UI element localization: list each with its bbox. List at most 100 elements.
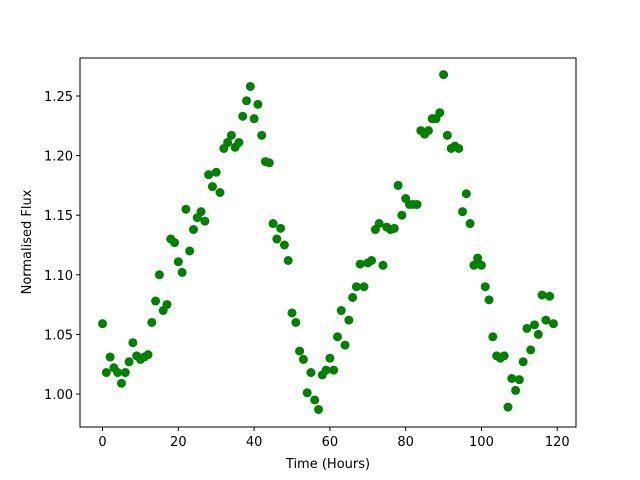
point	[499, 351, 509, 361]
point	[188, 225, 198, 235]
point	[314, 404, 324, 414]
point	[211, 167, 221, 177]
point	[120, 368, 130, 378]
point	[128, 338, 138, 348]
point	[291, 317, 301, 327]
point	[533, 329, 543, 339]
point	[279, 240, 289, 250]
point	[154, 270, 164, 280]
point	[461, 189, 471, 199]
point	[181, 204, 191, 214]
point	[204, 170, 214, 180]
point	[151, 296, 161, 306]
point	[283, 255, 293, 265]
point	[344, 315, 354, 325]
y-tick-label: 1.10	[44, 269, 73, 284]
y-tick-label: 1.15	[44, 209, 73, 224]
y-axis-label: Normalised Flux	[20, 189, 35, 294]
point	[503, 402, 513, 412]
point	[268, 219, 278, 229]
point	[177, 267, 187, 277]
point	[238, 111, 248, 121]
point	[200, 216, 210, 226]
point	[484, 295, 494, 305]
point	[170, 238, 180, 248]
point	[287, 308, 297, 318]
x-tick-label: 20	[170, 435, 187, 450]
x-tick-label: 0	[98, 435, 106, 450]
y-tick-label: 1.00	[44, 388, 73, 403]
point	[458, 207, 468, 217]
point	[321, 365, 331, 375]
point	[173, 257, 183, 267]
point	[295, 346, 305, 356]
point	[332, 332, 342, 342]
point	[310, 395, 320, 405]
point	[113, 368, 123, 378]
point	[253, 99, 263, 109]
point	[245, 81, 255, 91]
x-tick-label: 40	[246, 435, 263, 450]
point	[522, 323, 532, 333]
point	[351, 282, 361, 292]
point	[336, 306, 346, 316]
point	[439, 70, 449, 80]
plot-frame	[79, 57, 577, 428]
y-tick-label: 1.05	[44, 328, 73, 343]
point	[257, 130, 267, 140]
point	[423, 126, 433, 136]
point	[329, 365, 339, 375]
point	[518, 357, 528, 367]
x-tick-label: 80	[397, 435, 414, 450]
point	[374, 219, 384, 229]
point	[514, 375, 524, 385]
point	[480, 282, 490, 292]
point	[234, 138, 244, 148]
point	[196, 207, 206, 217]
point	[507, 373, 517, 383]
point	[367, 255, 377, 265]
point	[526, 345, 536, 355]
point	[325, 353, 335, 363]
point	[162, 300, 172, 310]
point	[545, 291, 555, 301]
point	[276, 223, 286, 233]
point	[378, 260, 388, 270]
point	[272, 234, 282, 244]
point	[548, 319, 558, 329]
point	[537, 290, 547, 300]
point	[355, 259, 365, 269]
point	[393, 180, 403, 190]
point	[340, 340, 350, 350]
point	[242, 96, 252, 106]
y-tick-label: 1.20	[44, 150, 73, 165]
point	[511, 385, 521, 395]
point	[359, 282, 369, 292]
point	[215, 188, 225, 198]
point	[435, 108, 445, 118]
point	[124, 357, 134, 367]
point	[249, 114, 259, 124]
point	[101, 368, 111, 378]
point	[302, 388, 312, 398]
point	[98, 319, 108, 329]
point	[454, 143, 464, 153]
x-tick-label: 60	[322, 435, 339, 450]
point	[397, 210, 407, 220]
x-tick-label: 100	[469, 435, 494, 450]
point	[116, 378, 126, 388]
point	[147, 317, 157, 327]
point	[488, 332, 498, 342]
point	[185, 246, 195, 256]
point	[469, 260, 479, 270]
y-tick-label: 1.25	[44, 90, 73, 105]
point	[530, 320, 540, 330]
x-tick-label: 120	[545, 435, 570, 450]
x-axis-label: Time (Hours)	[285, 457, 370, 472]
point	[389, 223, 399, 233]
point	[264, 158, 274, 168]
point	[473, 253, 483, 263]
point	[223, 138, 233, 148]
